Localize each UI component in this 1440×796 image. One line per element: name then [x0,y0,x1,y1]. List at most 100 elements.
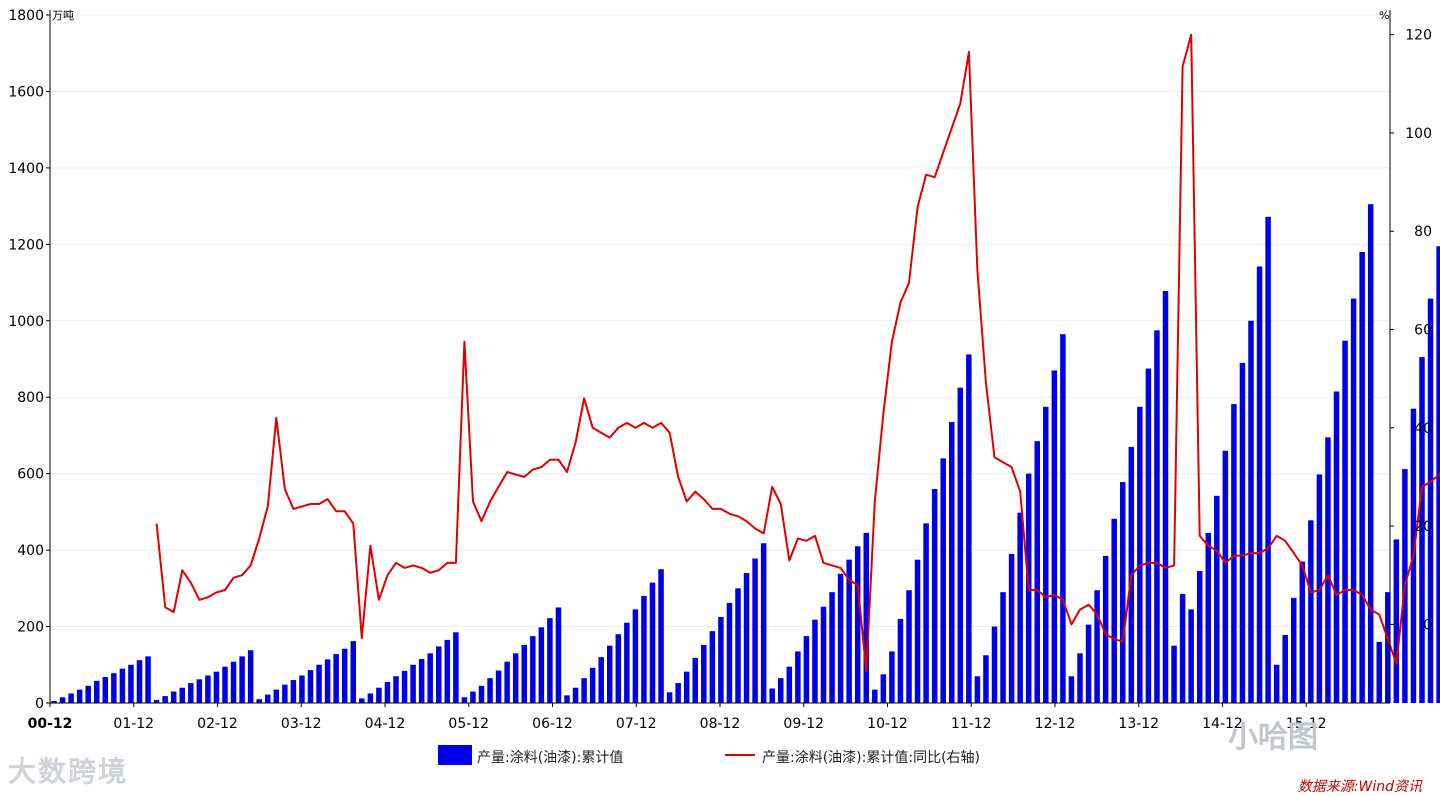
bar-11-7 [1231,404,1237,703]
bar-7-8 [837,573,844,703]
left-tick-label-3: 600 [17,467,44,483]
bar-3-7 [418,659,425,703]
x-tick-label-14: 14-12 [1202,716,1243,732]
left-tick-label-6: 1200 [8,237,44,253]
right-tick-label-5: 100 [1405,126,1432,142]
x-tick-label-1: 01-12 [113,716,154,732]
bar-6-7 [726,602,733,703]
bar-2-5 [299,675,305,703]
bar-9-5 [1017,512,1023,703]
bar-12-1 [1282,634,1288,703]
bar-0-2 [68,693,74,703]
bar-12-0 [1273,664,1280,703]
bar-4-1 [470,691,476,703]
x-tick-label-7: 07-12 [616,716,657,732]
bar-2-11 [350,641,356,703]
bar-2-2 [273,689,280,703]
left-tick-label-2: 400 [17,543,44,559]
bar-8-4 [906,590,912,703]
bar-10-0 [1068,676,1075,703]
bar-3-0 [359,698,365,703]
right-axis: 0 20 40 60 80 100 120 [1389,10,1432,703]
bar-3-2 [376,687,382,703]
bar-1-2 [170,691,177,703]
bar-6-10 [752,558,758,703]
bar-1-10 [239,656,245,703]
legend-line-label: 产量:涂料(油漆):累计值:同比(右轴) [762,750,980,766]
bar-9-9 [1051,370,1058,703]
bar-10-5 [1111,518,1117,703]
right-tick-label-2: 40 [1414,421,1432,437]
bar-5-2 [581,678,587,703]
bar-5-4 [598,657,604,703]
bar-12-4 [1308,520,1314,703]
bar-7-0 [769,688,775,703]
bar-8-3 [897,618,904,703]
bar-3-8 [427,653,433,703]
bar-4-10 [547,618,553,703]
bar-4-2 [478,685,485,703]
x-tick-label-13: 13-12 [1118,716,1159,732]
bar-6-3 [692,657,698,703]
bar-9-4 [1008,553,1015,703]
bar-5-11 [658,569,664,703]
bar-8-8 [940,458,946,703]
bar-11-8 [1239,362,1246,703]
line-series [155,33,1440,673]
bar-0-11 [145,656,151,703]
watermark-right: 小哈图 [1228,720,1318,755]
bar-2-7 [316,664,322,703]
bar-6-2 [683,671,690,703]
bar-0-1 [59,697,66,703]
bar-11-1 [1179,594,1186,703]
bar-1-7 [213,671,220,703]
bar-7-7 [829,592,835,703]
bar-0-9 [128,664,134,703]
left-tick-label-1: 200 [17,620,44,636]
x-tick-label-6: 06-12 [532,716,573,732]
x-tick-label-4: 04-12 [365,716,406,732]
left-tick-label-5: 1000 [8,314,44,330]
bar-4-11 [555,607,562,703]
left-axis-unit: 万吨 [52,9,74,22]
bar-13-1 [1385,592,1391,703]
bar-0-7 [111,673,117,703]
bar-11-2 [1188,609,1194,703]
x-tick-label-10: 10-12 [867,716,908,732]
source-label: 数据来源:Wind资讯 [1297,779,1422,795]
bar-4-7 [521,644,527,703]
bar-0-3 [76,689,83,703]
bar-8-7 [931,488,938,703]
left-tick-label-8: 1600 [8,84,44,100]
bar-0-0 [51,701,57,703]
bar-2-0 [256,699,262,703]
bar-12-2 [1291,597,1297,703]
bar-2-8 [324,659,331,703]
bar-7-10 [854,546,861,703]
bar-9-10 [1060,334,1066,703]
bar-11-0 [1171,645,1177,703]
bar-12-9 [1350,298,1357,703]
bar-7-11 [863,532,869,703]
bar-5-5 [607,645,613,703]
right-tick-label-3: 60 [1414,323,1432,339]
bar-1-1 [162,696,168,703]
left-tick-label-9: 1800 [8,8,44,24]
bar-7-5 [812,619,818,703]
bar-3-4 [393,676,399,703]
bar-1-5 [196,679,203,703]
bar-9-2 [991,626,998,703]
bar-12-6 [1325,437,1331,703]
x-tick-label-2: 02-12 [197,716,238,732]
bar-6-9 [743,573,750,703]
left-tick-label-7: 1400 [8,161,44,177]
bar-2-1 [265,694,271,703]
left-tick-label-0: 0 [35,696,44,712]
bar-12-11 [1367,204,1374,703]
bar-9-0 [974,676,981,703]
bar-1-4 [188,683,194,703]
bar-8-5 [914,559,921,703]
bar-4-6 [512,653,519,703]
x-tick-label-11: 11-12 [951,716,992,732]
bar-12-8 [1342,340,1348,703]
